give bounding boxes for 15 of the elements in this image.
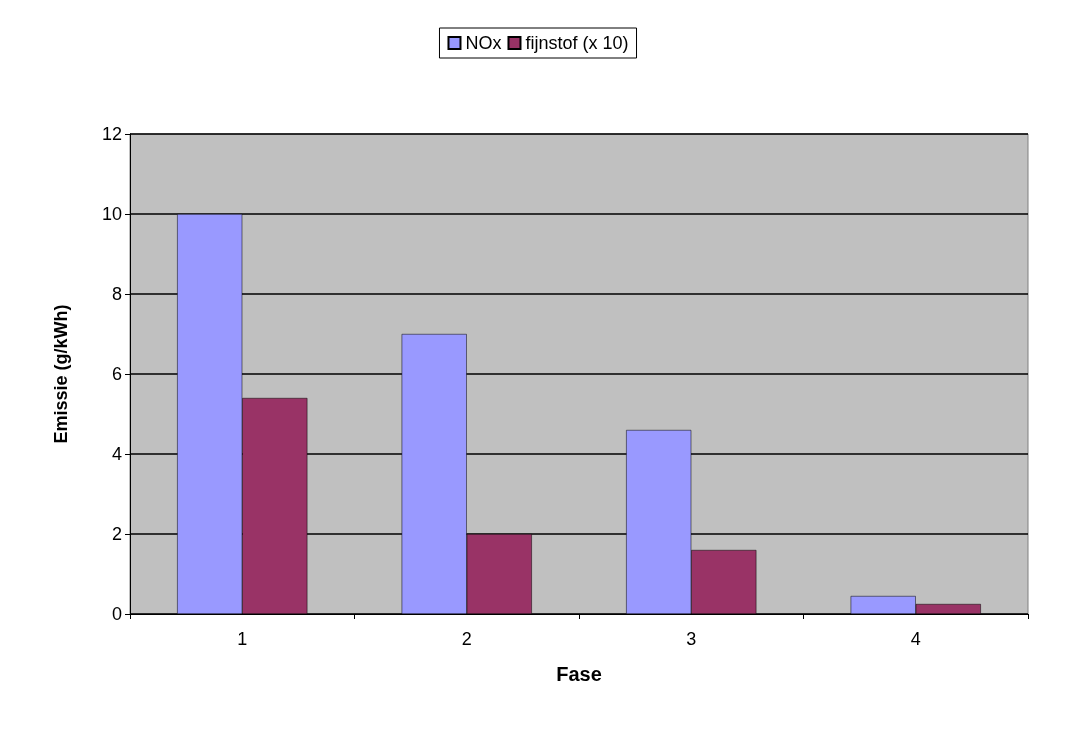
x-tick-label: 4: [910, 629, 921, 649]
x-axis-title: Fase: [556, 663, 602, 685]
y-tick-label: 10: [101, 204, 122, 224]
x-tick-label: 1: [237, 629, 248, 649]
y-axis-title: Emissie (g/kWh): [51, 304, 71, 444]
y-tick-label: 0: [111, 604, 122, 624]
y-tick-label: 12: [101, 124, 122, 144]
y-tick-label: 2: [111, 524, 122, 544]
legend-label: fijnstof (x 10): [525, 33, 629, 53]
x-tick-label: 3: [686, 629, 697, 649]
y-tick-label: 8: [111, 284, 122, 304]
legend-label: NOx: [465, 33, 502, 53]
y-tick-label: 6: [111, 364, 122, 384]
x-tick-label: 2: [461, 629, 472, 649]
y-tick-label: 4: [111, 444, 122, 464]
